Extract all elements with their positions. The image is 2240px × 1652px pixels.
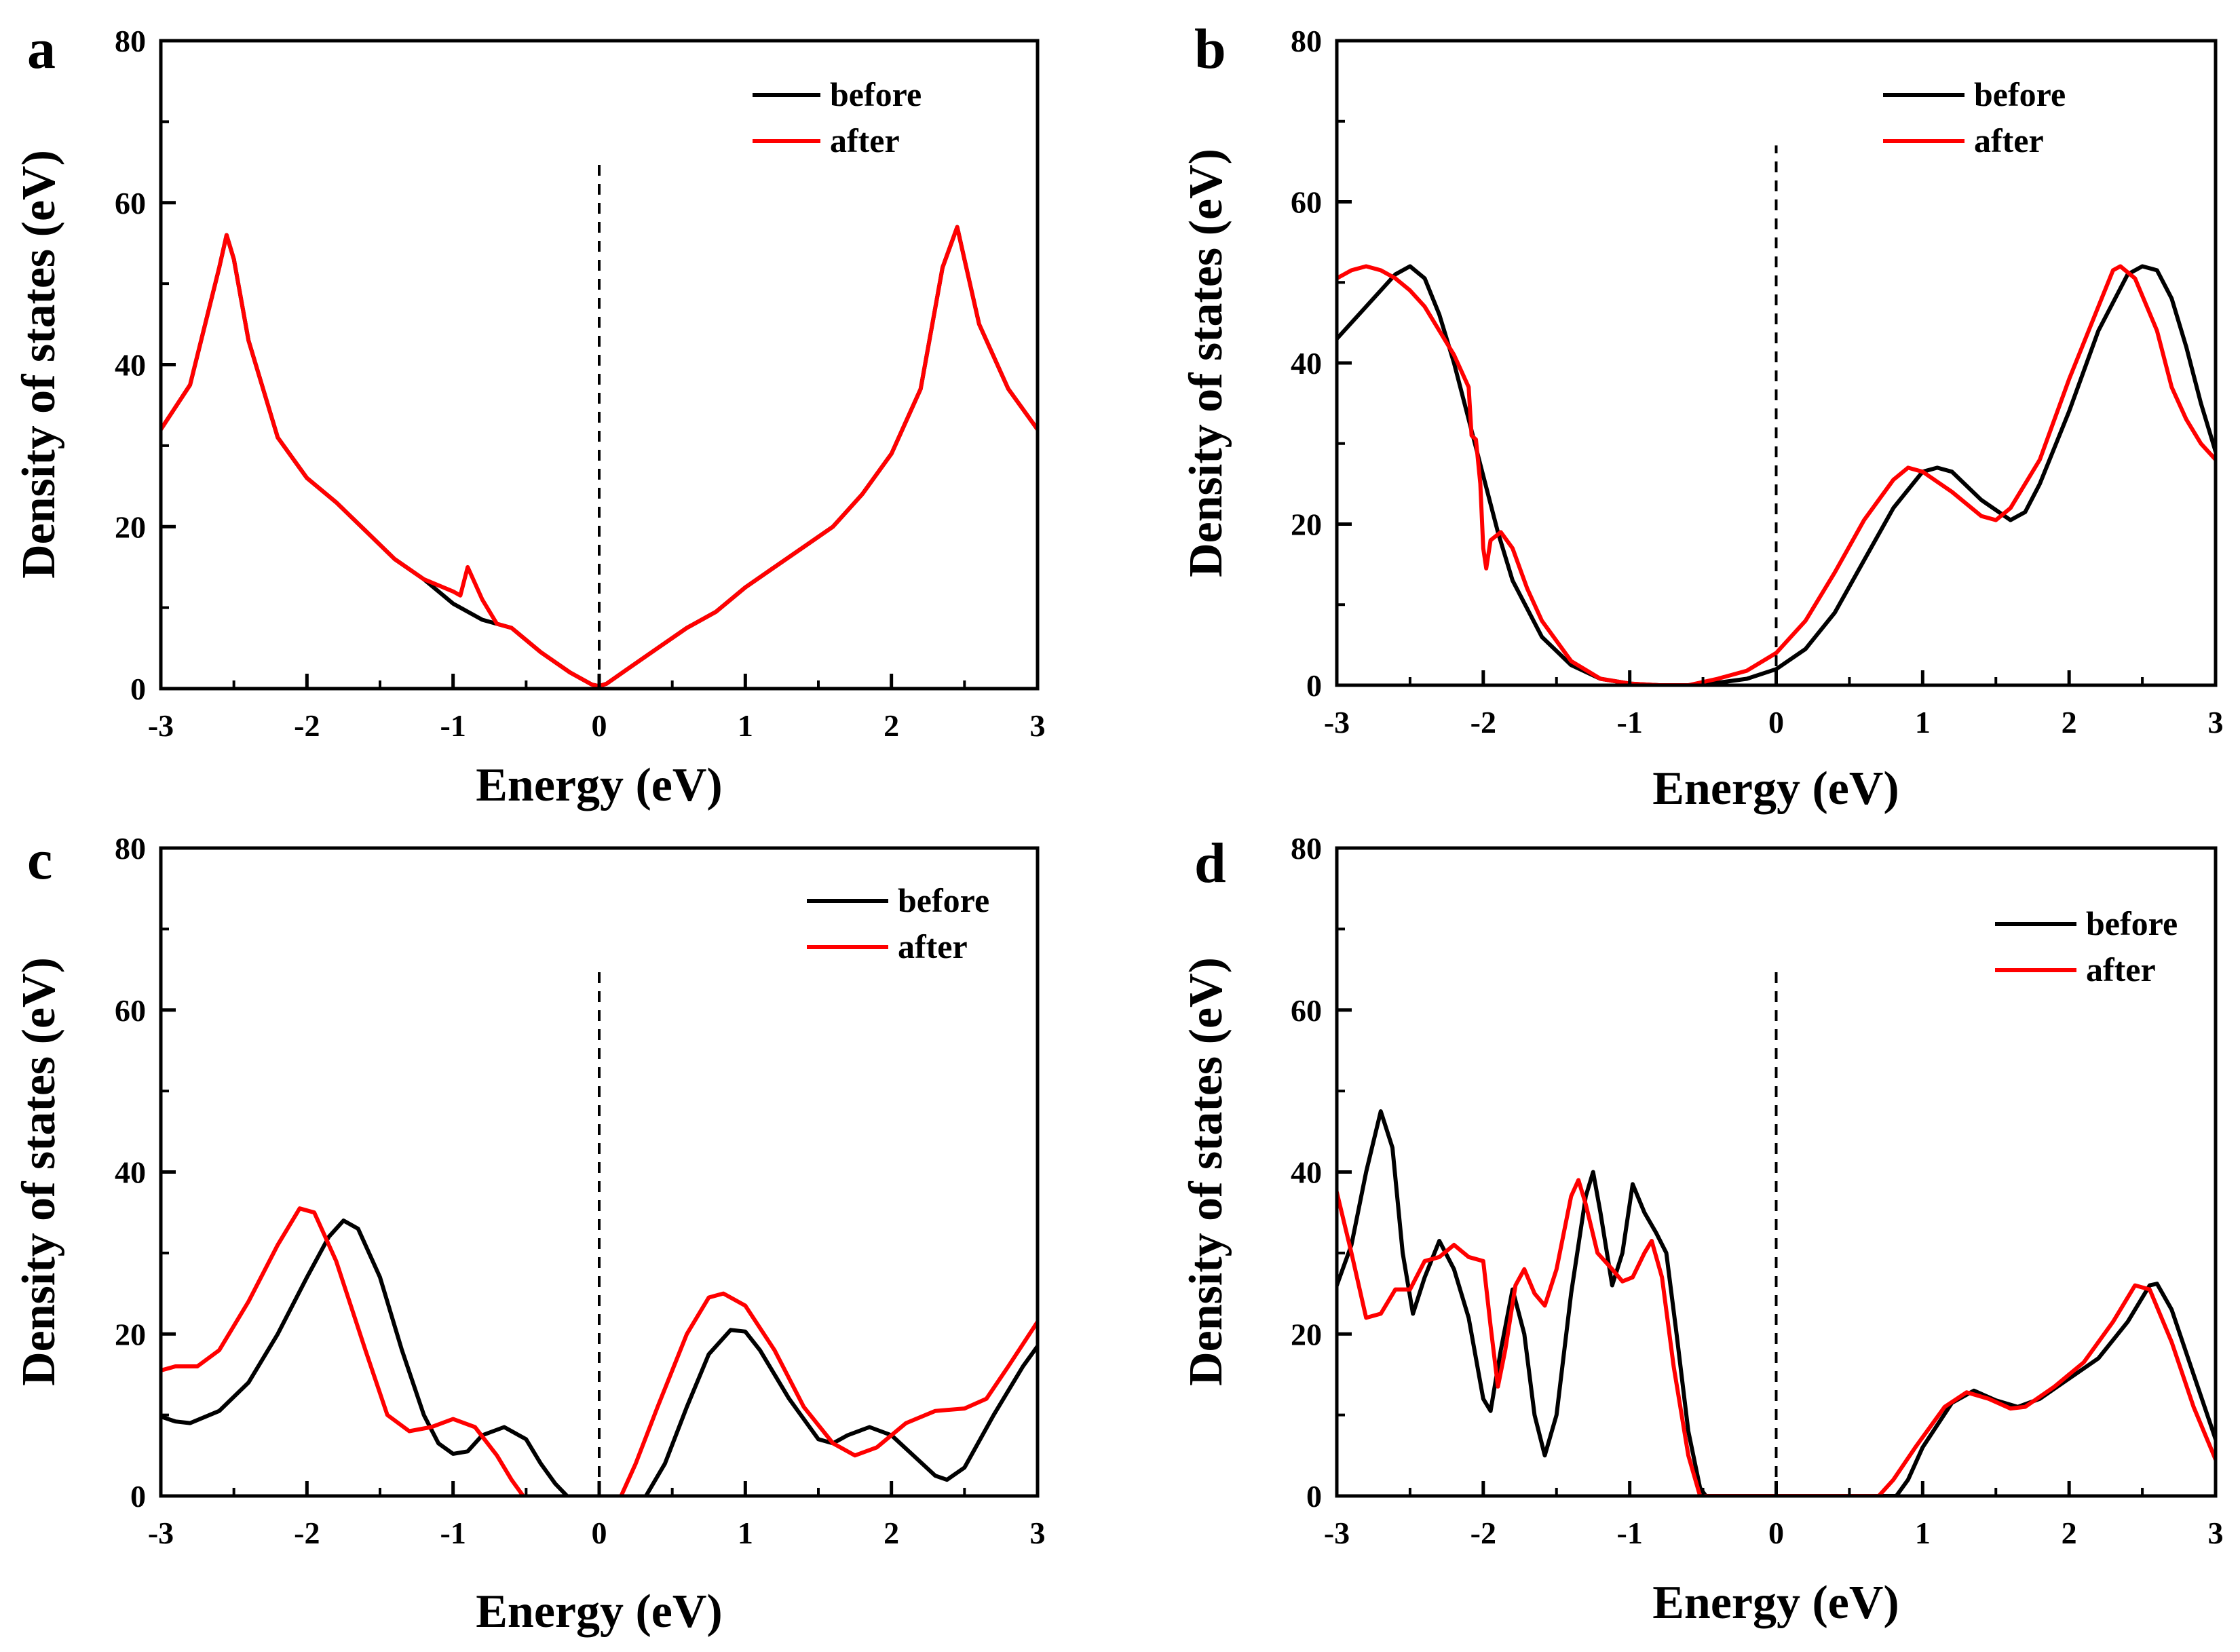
legend-label-before: before	[898, 881, 989, 919]
y-tick-label: 0	[130, 672, 146, 706]
legend-label-before: before	[830, 75, 922, 113]
x-tick-label: 2	[884, 1516, 899, 1550]
y-tick-label: 80	[1291, 831, 1322, 866]
y-tick-label: 0	[130, 1479, 146, 1514]
x-tick-label: -3	[148, 708, 174, 743]
x-tick-label: -3	[1324, 705, 1350, 739]
y-tick-label: 80	[1291, 24, 1322, 58]
x-tick-label: -3	[148, 1516, 174, 1550]
x-tick-label: 3	[2208, 705, 2224, 739]
x-tick-label: 3	[2208, 1516, 2224, 1550]
series-group	[1337, 264, 2216, 685]
series-group	[1337, 1109, 2216, 1496]
series-line-after	[1337, 1178, 2216, 1496]
y-tick-label: 40	[115, 348, 146, 383]
panel-d-plot: -3 -2 -1 0 1 2 3 0 20 40 60 80 before after	[1291, 831, 2224, 1550]
panel-b-plot: -3 -2 -1 0 1 2 3 0 20 40 60 80 before after	[1291, 24, 2224, 739]
series-line-before	[1337, 264, 2216, 685]
series-line-after	[619, 1291, 1038, 1496]
panel-letter: a	[27, 18, 56, 81]
series-line-before	[161, 1218, 569, 1496]
panel-c: c -3 -2 -1 0 1 2 3 0 20 40 60 80 before after Energy …	[13, 828, 1046, 1638]
x-tick-label: -2	[294, 708, 320, 743]
series-line-after	[1337, 264, 2216, 685]
panel-letter: d	[1194, 832, 1226, 895]
y-tick-label: 20	[115, 510, 146, 544]
panel-letter: c	[27, 828, 52, 891]
legend-label-after: after	[2086, 950, 2156, 988]
x-axis-title: Energy (eV)	[1652, 763, 1899, 815]
series-line-after	[161, 225, 1038, 689]
x-tick-label: 1	[738, 708, 753, 743]
y-tick-label: 60	[115, 993, 146, 1028]
x-tick-label: -1	[1617, 705, 1643, 739]
x-tick-label: 1	[1915, 705, 1931, 739]
legend-label-before: before	[1974, 75, 2066, 113]
x-tick-label: -2	[294, 1516, 320, 1550]
x-tick-label: 0	[1768, 1516, 1784, 1550]
x-tick-label: 0	[592, 1516, 607, 1550]
x-tick-label: -1	[1617, 1516, 1643, 1550]
y-tick-label: 80	[115, 24, 146, 58]
legend-label-before: before	[2086, 904, 2178, 942]
x-axis-title: Energy (eV)	[1652, 1577, 1899, 1629]
y-axis-title: Density of states (eV)	[1180, 149, 1232, 577]
x-tick-label: 2	[2062, 705, 2077, 739]
legend-label-after: after	[830, 121, 900, 159]
x-tick-label: -2	[1470, 1516, 1496, 1550]
series-line-before	[643, 1328, 1038, 1496]
y-axis-title: Density of states (eV)	[1180, 957, 1232, 1386]
panel-c-plot: -3 -2 -1 0 1 2 3 0 20 40 60 80 before after	[115, 831, 1046, 1550]
y-tick-label: 0	[1306, 668, 1322, 703]
y-tick-label: 80	[115, 831, 146, 866]
x-tick-label: 2	[884, 708, 899, 743]
panel-b: b -3 -2 -1 0 1 2 3 0 20 40 60 80 before after Energy …	[1180, 18, 2224, 815]
panel-a-plot: -3 -2 -1 0 1 2 3 0 20 40 60 80 before after	[115, 24, 1046, 743]
y-tick-label: 60	[1291, 993, 1322, 1028]
x-tick-label: 0	[1768, 705, 1784, 739]
x-tick-label: -1	[440, 708, 466, 743]
panel-a: a -3 -2 -1 0 1 2 3 0 20 40 60 80 before after Energy …	[13, 18, 1046, 811]
y-tick-label: 40	[1291, 346, 1322, 381]
y-tick-label: 40	[1291, 1155, 1322, 1190]
x-tick-label: -1	[440, 1516, 466, 1550]
y-axis-title: Density of states (eV)	[13, 150, 65, 579]
x-tick-label: 3	[1030, 708, 1046, 743]
legend-label-after: after	[1974, 121, 2044, 159]
y-tick-label: 40	[115, 1155, 146, 1190]
legend-label-after: after	[898, 927, 968, 965]
panel-letter: b	[1194, 18, 1226, 81]
y-tick-label: 0	[1306, 1479, 1322, 1514]
panel-d: d -3 -2 -1 0 1 2 3 0 20 40 60 80 before after Energy …	[1180, 831, 2224, 1629]
y-tick-label: 20	[1291, 507, 1322, 542]
series-line-after	[161, 1206, 525, 1496]
y-tick-label: 60	[115, 186, 146, 220]
series-group	[161, 1206, 1038, 1496]
y-tick-label: 20	[115, 1317, 146, 1351]
x-tick-label: 1	[1915, 1516, 1931, 1550]
y-tick-label: 60	[1291, 185, 1322, 220]
x-axis-title: Energy (eV)	[476, 759, 723, 811]
y-axis-title: Density of states (eV)	[13, 957, 65, 1386]
x-tick-label: -2	[1470, 705, 1496, 739]
y-tick-label: 20	[1291, 1317, 1322, 1351]
x-axis-title: Energy (eV)	[476, 1586, 723, 1638]
x-tick-label: 2	[2062, 1516, 2077, 1550]
x-tick-label: 0	[592, 708, 607, 743]
x-tick-label: 1	[738, 1516, 753, 1550]
x-tick-label: -3	[1324, 1516, 1350, 1550]
x-tick-label: 3	[1030, 1516, 1046, 1550]
